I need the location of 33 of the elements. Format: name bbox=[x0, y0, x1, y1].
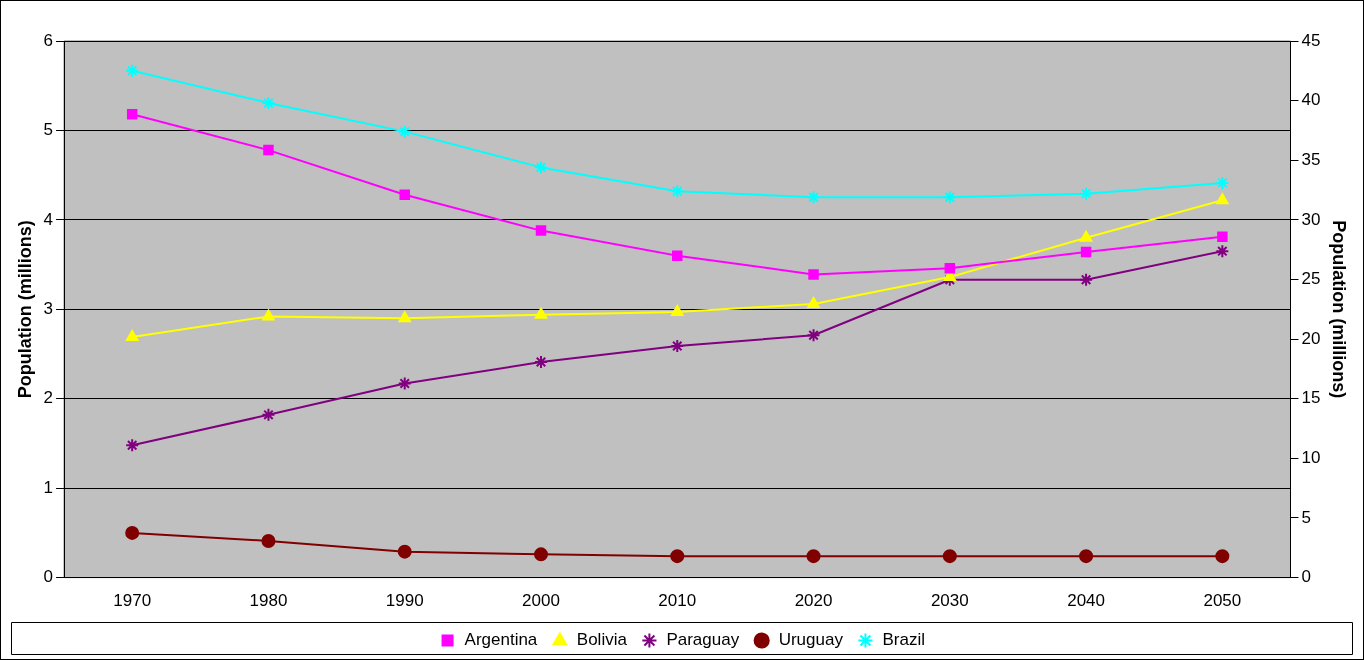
y2-tick-label: 0 bbox=[1301, 567, 1311, 587]
x-tick-label: 1990 bbox=[385, 591, 424, 611]
y-tick-label: 5 bbox=[43, 120, 54, 140]
x-tick-label: 2030 bbox=[930, 591, 969, 611]
y2-tick-label: 30 bbox=[1301, 209, 1321, 229]
y2-tick-label: 20 bbox=[1301, 328, 1321, 348]
y2-tick-label: 40 bbox=[1301, 90, 1321, 110]
legend-label: Brazil bbox=[882, 630, 925, 650]
legend-label: Uruguay bbox=[778, 630, 844, 650]
x-tick-label: 2010 bbox=[658, 591, 697, 611]
y2-tick-label: 25 bbox=[1301, 269, 1321, 289]
x-tick-label: 2050 bbox=[1203, 591, 1242, 611]
x-tick-label: 1980 bbox=[249, 591, 288, 611]
y2-tick-label: 45 bbox=[1301, 30, 1321, 50]
y-axis-title: Population (millions) bbox=[14, 220, 35, 399]
x-tick-label: 2000 bbox=[522, 591, 560, 611]
y-tick-label: 2 bbox=[43, 388, 54, 408]
legend-label: Argentina bbox=[464, 630, 538, 650]
x-tick-label: 2040 bbox=[1067, 591, 1105, 611]
legend-label: Paraguay bbox=[666, 630, 740, 650]
y-tick-label: 1 bbox=[43, 477, 54, 497]
y2-tick-label: 10 bbox=[1301, 448, 1321, 468]
legend-label: Bolivia bbox=[576, 630, 628, 650]
y2-tick-label: 15 bbox=[1301, 388, 1321, 408]
y-tick-label: 0 bbox=[43, 567, 54, 587]
y2-tick-label: 5 bbox=[1301, 507, 1311, 527]
x-tick-label: 2020 bbox=[794, 591, 833, 611]
y-tick-label: 3 bbox=[43, 298, 54, 318]
x-tick-label: 1970 bbox=[113, 591, 152, 611]
y2-axis-title: Population (millions) bbox=[1329, 220, 1350, 399]
y2-tick-label: 35 bbox=[1301, 149, 1321, 169]
y-tick-label: 4 bbox=[43, 209, 54, 229]
y-tick-label: 6 bbox=[43, 30, 54, 50]
